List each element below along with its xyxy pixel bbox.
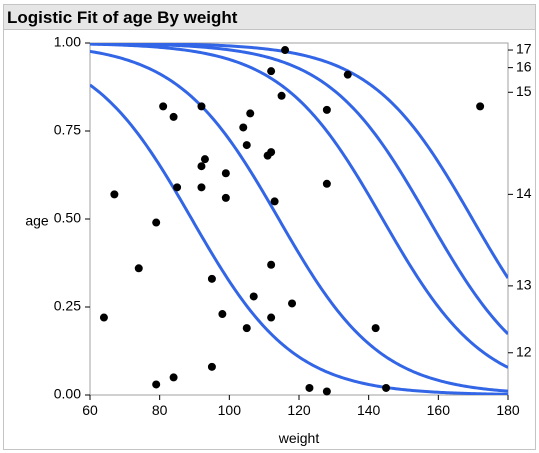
data-point: [322, 105, 331, 114]
y-axis-label: age: [25, 213, 49, 229]
y-tick-label: 0.25: [54, 298, 81, 314]
plot-area: [89, 42, 509, 396]
data-point: [197, 102, 206, 111]
data-point: [99, 313, 108, 322]
data-point: [267, 148, 276, 157]
data-point: [288, 299, 297, 308]
data-point: [476, 102, 485, 111]
data-point: [110, 190, 119, 199]
right-axis-label: 15: [516, 83, 532, 99]
data-point: [197, 162, 206, 171]
logistic-curve-1: [90, 83, 508, 395]
data-point: [173, 183, 182, 192]
data-point: [134, 264, 143, 273]
x-tick-label: 120: [287, 402, 311, 418]
data-point: [218, 310, 227, 319]
right-axis-label: 13: [516, 277, 532, 293]
y-tick-label: 0.75: [54, 122, 81, 138]
right-axis-label: 14: [516, 185, 532, 201]
data-point: [239, 123, 248, 132]
y-tick-label: 1.00: [54, 34, 81, 50]
y-tick-label: 0.50: [54, 210, 81, 226]
logistic-curve-5: [90, 43, 508, 279]
data-point: [169, 112, 178, 121]
data-point: [371, 324, 380, 333]
data-point: [200, 155, 209, 164]
title-bar[interactable]: Logistic Fit of age By weight: [3, 4, 536, 30]
data-point: [267, 260, 276, 269]
logistic-curve-2: [90, 49, 508, 393]
data-point: [305, 383, 314, 392]
x-tick-label: 100: [218, 402, 242, 418]
data-point: [382, 383, 391, 392]
data-point: [267, 67, 276, 76]
data-point: [270, 197, 279, 206]
logistic-curve-3: [90, 43, 508, 369]
data-point: [152, 380, 161, 389]
x-tick-label: 80: [152, 402, 168, 418]
right-axis-label: 12: [516, 343, 532, 359]
data-point: [322, 387, 331, 396]
data-point: [267, 313, 276, 322]
right-axis-label: 17: [516, 41, 532, 57]
data-point: [242, 324, 251, 333]
data-point: [207, 274, 216, 283]
data-point: [221, 193, 230, 202]
data-point: [169, 373, 178, 382]
data-point: [197, 183, 206, 192]
chart-panel: [3, 30, 536, 450]
x-tick-label: 180: [496, 402, 520, 418]
data-point: [343, 70, 352, 79]
data-point: [322, 179, 331, 188]
data-point: [277, 91, 286, 100]
chart-title: Logistic Fit of age By weight: [7, 8, 238, 27]
x-tick-label: 160: [427, 402, 451, 418]
data-point: [221, 169, 230, 178]
data-point: [159, 102, 168, 111]
data-point: [249, 292, 258, 301]
data-point: [246, 109, 255, 118]
data-point: [207, 362, 216, 371]
y-tick-label: 0.00: [54, 386, 81, 402]
x-axis-label: weight: [278, 430, 320, 446]
data-point: [152, 218, 161, 227]
data-point: [242, 141, 251, 150]
right-axis-label: 16: [516, 58, 532, 74]
x-tick-label: 60: [82, 402, 98, 418]
data-point: [281, 46, 290, 55]
x-tick-label: 140: [357, 402, 381, 418]
